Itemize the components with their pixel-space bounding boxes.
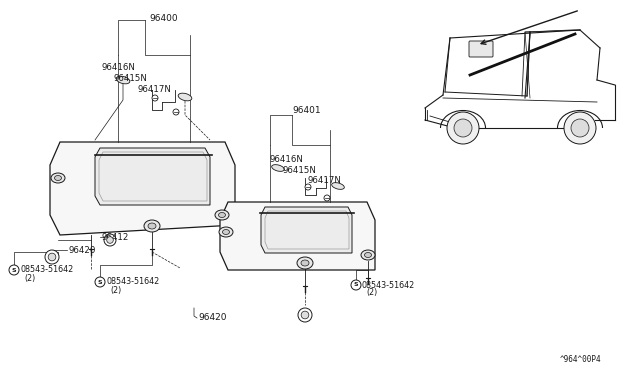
Circle shape [564,112,596,144]
Circle shape [305,184,311,190]
Ellipse shape [365,253,371,257]
Circle shape [571,119,589,137]
Ellipse shape [144,220,160,232]
Text: 08543-51642: 08543-51642 [362,280,415,289]
Circle shape [324,195,330,201]
Ellipse shape [218,212,225,218]
Ellipse shape [178,93,192,101]
Text: 96401: 96401 [292,106,321,115]
Text: 96415N: 96415N [113,74,147,83]
Circle shape [351,280,361,290]
Circle shape [298,308,312,322]
Ellipse shape [148,223,156,229]
Circle shape [301,311,309,319]
Text: 96417N: 96417N [138,84,172,93]
Ellipse shape [361,250,375,260]
Text: 96400: 96400 [149,13,178,22]
Text: (2): (2) [24,273,35,282]
Ellipse shape [301,260,309,266]
Text: 08543-51642: 08543-51642 [20,266,73,275]
Text: 96416N: 96416N [270,154,304,164]
Text: S: S [354,282,358,288]
Circle shape [104,234,116,246]
Circle shape [107,237,113,243]
Ellipse shape [215,210,229,220]
Text: (2): (2) [366,289,377,298]
Text: S: S [12,267,16,273]
Text: 08543-51642: 08543-51642 [106,278,159,286]
Ellipse shape [116,76,130,84]
Ellipse shape [54,176,61,180]
Circle shape [95,277,105,287]
Circle shape [173,109,179,115]
Ellipse shape [297,257,313,269]
Circle shape [454,119,472,137]
Text: 96415N: 96415N [283,166,317,174]
Polygon shape [50,142,235,235]
Text: 96412: 96412 [101,232,129,241]
Circle shape [152,95,158,101]
Polygon shape [220,202,375,270]
FancyBboxPatch shape [469,41,493,57]
Circle shape [9,265,19,275]
Circle shape [45,250,59,264]
Circle shape [447,112,479,144]
Ellipse shape [332,183,344,189]
Ellipse shape [51,173,65,183]
Text: S: S [98,279,102,285]
Text: 96420: 96420 [198,314,227,323]
Circle shape [48,253,56,261]
Polygon shape [261,207,352,253]
Ellipse shape [219,227,233,237]
Text: 96420: 96420 [68,246,95,254]
Ellipse shape [271,165,284,171]
Text: ^964^00P4: ^964^00P4 [560,356,602,365]
Text: (2): (2) [110,285,121,295]
Text: 96417N: 96417N [308,176,342,185]
Ellipse shape [223,230,230,234]
Text: 96416N: 96416N [101,62,135,71]
Polygon shape [95,148,210,205]
